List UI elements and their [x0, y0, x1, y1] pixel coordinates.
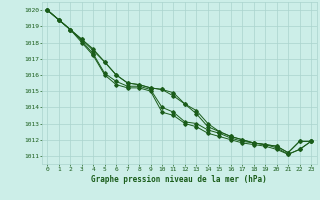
- X-axis label: Graphe pression niveau de la mer (hPa): Graphe pression niveau de la mer (hPa): [91, 175, 267, 184]
